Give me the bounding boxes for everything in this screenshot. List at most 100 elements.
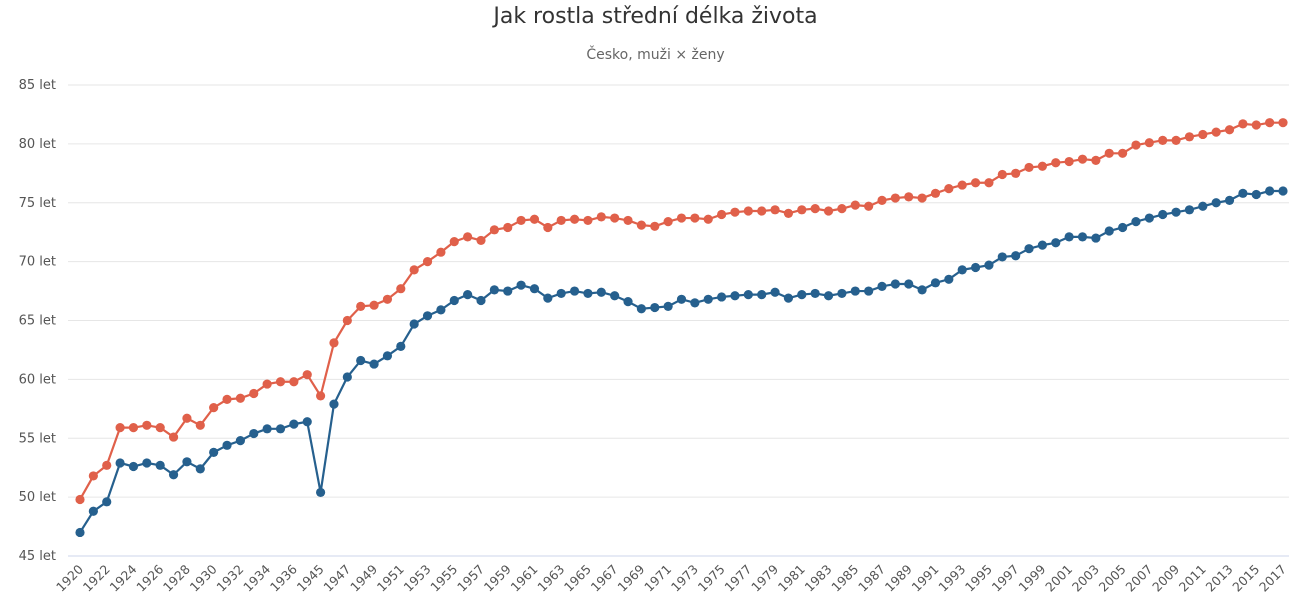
data-point[interactable]	[717, 292, 727, 302]
data-point[interactable]	[904, 279, 914, 289]
data-point[interactable]	[449, 237, 459, 247]
data-point[interactable]	[770, 287, 780, 297]
data-point[interactable]	[209, 403, 219, 413]
data-point[interactable]	[503, 286, 513, 296]
data-point[interactable]	[1037, 161, 1047, 171]
data-point[interactable]	[904, 192, 914, 202]
data-point[interactable]	[984, 260, 994, 270]
data-point[interactable]	[1278, 118, 1288, 128]
data-point[interactable]	[663, 216, 673, 227]
data-point[interactable]	[275, 424, 286, 434]
data-point[interactable]	[1211, 127, 1221, 137]
data-point[interactable]	[797, 205, 807, 215]
data-point[interactable]	[1077, 154, 1088, 164]
data-point[interactable]	[703, 214, 713, 224]
data-point[interactable]	[663, 301, 673, 311]
data-point[interactable]	[1224, 125, 1235, 135]
data-point[interactable]	[1238, 119, 1248, 129]
data-point[interactable]	[850, 286, 860, 296]
data-point[interactable]	[650, 221, 660, 231]
data-point[interactable]	[249, 428, 259, 439]
data-point[interactable]	[797, 289, 807, 300]
data-point[interactable]	[650, 302, 660, 313]
data-point[interactable]	[1011, 251, 1021, 261]
data-point[interactable]	[623, 215, 633, 226]
data-point[interactable]	[396, 341, 406, 352]
data-point[interactable]	[516, 280, 526, 290]
data-point[interactable]	[422, 311, 433, 321]
data-point[interactable]	[890, 193, 900, 203]
data-point[interactable]	[516, 215, 526, 226]
data-point[interactable]	[409, 265, 419, 275]
data-point[interactable]	[676, 213, 687, 223]
data-point[interactable]	[917, 285, 927, 295]
data-point[interactable]	[636, 220, 647, 230]
data-point[interactable]	[1265, 118, 1275, 128]
data-point[interactable]	[75, 527, 85, 538]
data-point[interactable]	[583, 288, 593, 299]
data-point[interactable]	[837, 204, 847, 214]
data-point[interactable]	[837, 288, 847, 299]
data-point[interactable]	[877, 281, 887, 291]
data-point[interactable]	[262, 424, 272, 434]
data-point[interactable]	[556, 215, 566, 226]
data-point[interactable]	[356, 355, 366, 366]
data-point[interactable]	[115, 458, 125, 468]
data-point[interactable]	[690, 298, 700, 308]
data-point[interactable]	[583, 215, 593, 226]
data-point[interactable]	[88, 506, 98, 516]
data-point[interactable]	[102, 460, 112, 470]
data-point[interactable]	[115, 423, 125, 433]
data-point[interactable]	[1171, 135, 1181, 145]
data-point[interactable]	[128, 461, 139, 472]
data-point[interactable]	[596, 287, 606, 297]
data-point[interactable]	[476, 295, 486, 306]
data-point[interactable]	[529, 284, 540, 294]
data-point[interactable]	[316, 487, 326, 498]
data-point[interactable]	[610, 213, 620, 223]
data-point[interactable]	[957, 180, 967, 190]
data-point[interactable]	[142, 458, 152, 468]
data-point[interactable]	[168, 470, 179, 480]
data-point[interactable]	[422, 257, 433, 267]
data-point[interactable]	[449, 295, 459, 306]
data-point[interactable]	[730, 207, 740, 217]
data-point[interactable]	[810, 204, 820, 214]
data-point[interactable]	[770, 205, 780, 215]
data-point[interactable]	[1158, 135, 1168, 145]
data-point[interactable]	[1224, 195, 1235, 205]
data-point[interactable]	[636, 304, 647, 314]
data-point[interactable]	[369, 300, 379, 310]
data-point[interactable]	[356, 301, 366, 311]
data-point[interactable]	[730, 291, 740, 301]
data-point[interactable]	[703, 294, 713, 304]
data-point[interactable]	[757, 206, 767, 216]
data-point[interactable]	[917, 193, 927, 203]
data-point[interactable]	[890, 279, 900, 289]
data-point[interactable]	[1265, 186, 1275, 196]
data-point[interactable]	[1051, 238, 1061, 248]
data-point[interactable]	[1131, 216, 1141, 227]
data-point[interactable]	[743, 206, 753, 216]
data-point[interactable]	[503, 222, 513, 233]
data-point[interactable]	[182, 457, 192, 467]
data-point[interactable]	[382, 351, 393, 361]
data-point[interactable]	[222, 394, 232, 404]
data-point[interactable]	[1037, 240, 1047, 250]
data-point[interactable]	[463, 232, 473, 242]
data-point[interactable]	[717, 209, 727, 220]
data-point[interactable]	[249, 388, 259, 399]
data-point[interactable]	[1198, 129, 1208, 140]
data-point[interactable]	[1171, 207, 1181, 217]
data-point[interactable]	[957, 265, 967, 275]
data-point[interactable]	[489, 225, 499, 235]
data-point[interactable]	[783, 208, 794, 218]
data-point[interactable]	[1278, 186, 1288, 196]
data-point[interactable]	[623, 297, 633, 307]
data-point[interactable]	[690, 213, 700, 223]
data-point[interactable]	[195, 464, 205, 474]
data-point[interactable]	[877, 195, 887, 205]
data-point[interactable]	[997, 169, 1007, 180]
data-point[interactable]	[1211, 198, 1221, 208]
data-point[interactable]	[409, 319, 419, 329]
